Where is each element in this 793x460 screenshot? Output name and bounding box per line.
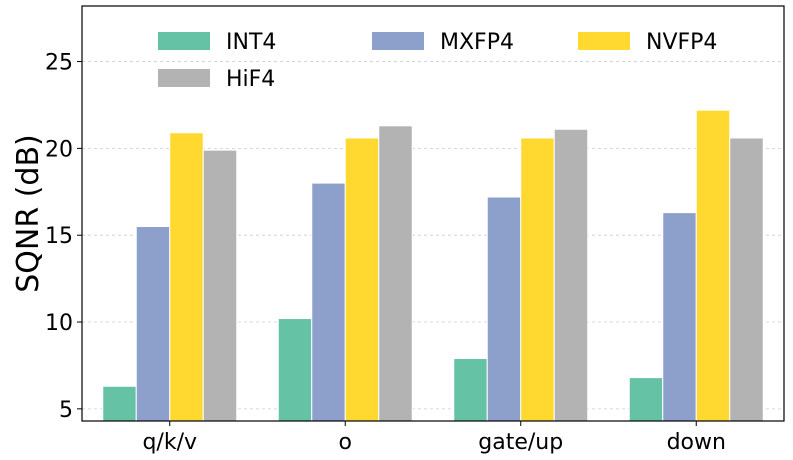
x-axis: q/k/v o gate/up down	[142, 421, 726, 455]
plot-frame	[81, 5, 785, 422]
legend-swatch-int4	[158, 32, 210, 50]
bar-hif4-3	[729, 137, 764, 422]
bar-layer	[102, 109, 764, 422]
y-tick-label: 15	[45, 224, 73, 249]
bar-nvfp4-2	[520, 137, 555, 422]
y-axis-label: SQNR (dB)	[11, 134, 46, 293]
bar-mxfp4-3	[662, 212, 697, 422]
x-tick-label: down	[667, 430, 726, 455]
bar-hif4-0	[202, 149, 238, 422]
bar-mxfp4-0	[135, 226, 171, 422]
y-tick-label: 25	[45, 51, 73, 76]
legend: INT4 MXFP4 NVFP4 HiF4	[158, 30, 717, 92]
y-tick-label: 10	[45, 311, 73, 336]
bar-mxfp4-2	[486, 196, 522, 422]
x-tick-label: o	[339, 430, 352, 455]
bar-int4-3	[628, 377, 664, 422]
bar-nvfp4-1	[344, 137, 380, 422]
bar-nvfp4-0	[169, 132, 204, 422]
legend-label-mxfp4: MXFP4	[440, 30, 514, 55]
y-tick-label: 5	[59, 398, 73, 423]
legend-label-nvfp4: NVFP4	[646, 30, 717, 55]
legend-label-int4: INT4	[226, 30, 276, 55]
legend-swatch-mxfp4	[372, 32, 424, 50]
x-tick-label: gate/up	[478, 430, 563, 455]
x-tick-label: q/k/v	[142, 430, 197, 455]
legend-swatch-hif4	[158, 69, 210, 87]
bar-mxfp4-1	[311, 182, 346, 422]
y-axis: 5 10 15 20 25	[45, 51, 82, 423]
legend-label-hif4: HiF4	[226, 67, 275, 92]
bar-nvfp4-3	[695, 109, 731, 422]
bar-hif4-1	[378, 125, 413, 422]
y-tick-label: 20	[45, 137, 73, 162]
bar-int4-0	[102, 385, 137, 422]
legend-swatch-nvfp4	[578, 32, 630, 50]
bar-hif4-2	[553, 128, 589, 422]
bar-int4-1	[277, 318, 313, 422]
bar-int4-2	[453, 357, 488, 422]
